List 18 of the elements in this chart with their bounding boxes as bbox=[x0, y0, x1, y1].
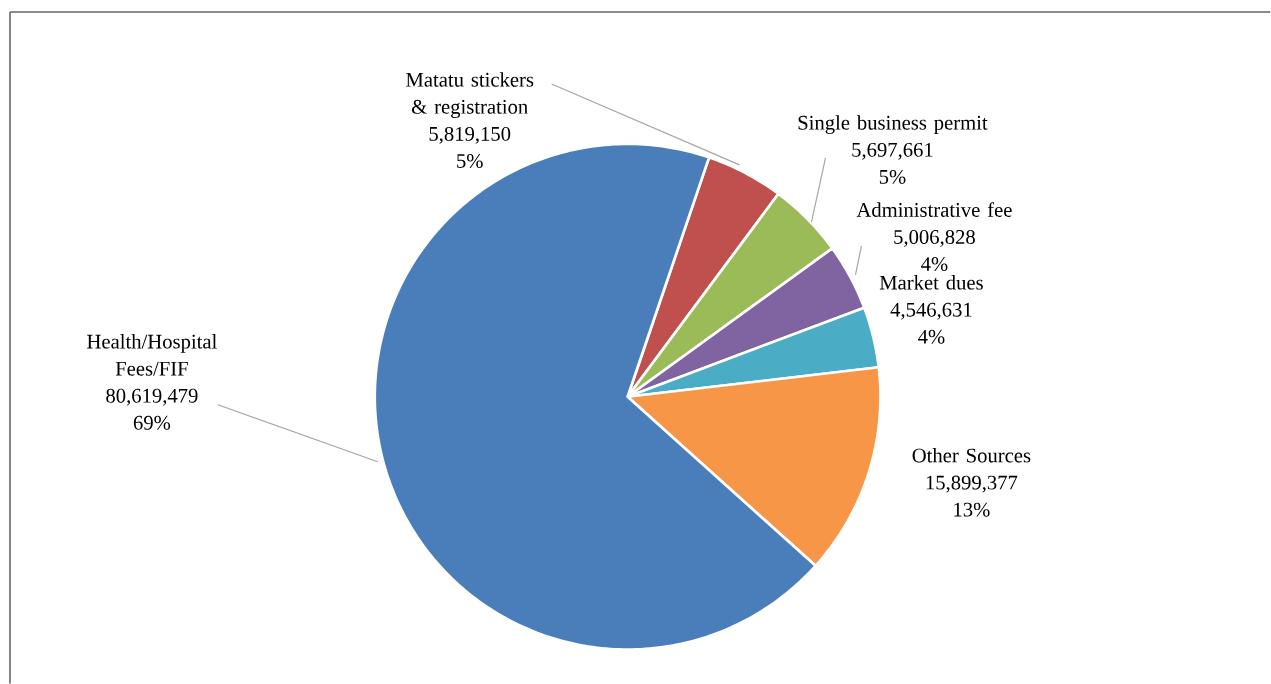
slice-label: Single business permit bbox=[798, 115, 988, 134]
data-label: 80,619,479 bbox=[106, 388, 198, 406]
data-label: 5,697,661 bbox=[852, 142, 933, 160]
text: 5% bbox=[879, 169, 906, 184]
text: 69% bbox=[133, 415, 171, 430]
text: 5% bbox=[457, 153, 483, 168]
slice-label: Administrative fee bbox=[856, 201, 1012, 217]
data-label: 15,899,377 bbox=[926, 475, 1018, 493]
data-label: 5,819,150 bbox=[429, 126, 511, 144]
slice-label: Market dues bbox=[879, 274, 983, 290]
slice-label: Other Sources bbox=[912, 447, 1031, 463]
data-label: 5,006,828 bbox=[894, 229, 975, 247]
slice-label: Matatu stickers & registration bbox=[406, 72, 534, 118]
text: 13% bbox=[954, 502, 990, 517]
text: 4% bbox=[921, 256, 948, 271]
data-label: 4,546,631 bbox=[890, 302, 972, 320]
slice-label: Health/Hospital Fees/FIF bbox=[87, 333, 217, 376]
text: 4% bbox=[918, 329, 945, 344]
